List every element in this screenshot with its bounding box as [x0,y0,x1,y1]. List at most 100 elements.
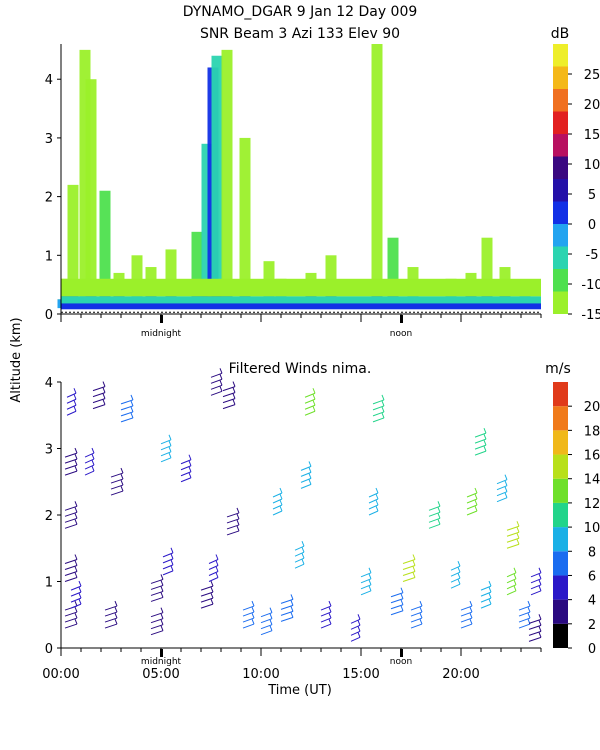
wind-barb [200,603,214,609]
wind-barb [272,510,283,516]
wind-barb [280,598,294,604]
wind-barb [466,504,478,510]
wind-barb-flag [219,380,223,386]
colorbar-swatch [553,44,568,67]
wind-barb [150,624,164,630]
wind-barb-flag [474,487,478,494]
wind-barb [294,557,305,563]
snr-echo-column [221,49,233,306]
wind-barb-flag [469,600,473,607]
snr-y-tick-label: 2 [45,191,53,206]
wind-barb-flag [102,393,106,399]
snr-y-tick-label: 0 [45,308,53,323]
wind-barb [528,624,542,630]
wind-barb [260,618,273,624]
wind-barb [70,597,82,603]
wind-barb-flag [488,580,492,587]
snr-echo-column [481,237,493,306]
wind-barb [150,618,164,624]
wind-barb-flag [170,547,174,554]
wind-barb-flag [114,600,118,607]
wind-barb-flag [419,612,423,619]
colorbar-tick-label: 15 [584,128,600,143]
wind-barb [70,591,82,597]
wind-x-tick-label: 10:00 [242,667,279,682]
wind-barb [226,530,240,536]
wind-barb-flag [251,612,255,619]
wind-barb [428,511,441,517]
wind-barb [368,510,379,516]
wind-barb-flag [457,566,461,573]
wind-barb [474,444,487,450]
wind-barb-flag [102,399,106,405]
wind-barb-flag [232,393,236,399]
snr-panel-title: SNR Beam 3 Azi 133 Elev 90 [200,26,400,42]
wind-barb-flag [400,587,404,593]
wind-barb [496,485,508,491]
wind-barb [160,451,172,457]
wind-barb-flag [160,625,164,631]
wind-marker-tick [400,649,403,657]
colorbar-swatch [553,527,568,552]
colorbar-tick-label: 0 [588,218,596,233]
wind-barb-flag [375,487,379,494]
wind-barb [496,491,508,497]
wind-barb [506,525,520,531]
wind-barb [180,465,192,471]
wind-barb [64,617,78,623]
wind-barb-flag [74,519,78,525]
wind-barb [410,623,423,629]
wind-barb [390,604,404,610]
wind-barb-flag [102,381,106,387]
wind-barb-flag [290,594,294,600]
wind-barb [428,517,441,523]
wind-barb [222,386,236,392]
wind-barb [64,464,78,470]
wind-barb [84,452,95,458]
wind-barb-flag [357,632,361,638]
wind-barb [506,543,520,549]
wind-barb-flag [279,487,283,494]
wind-barb [428,505,441,511]
wind-barb [506,537,520,543]
wind-barb-flag [168,452,172,458]
wind-barb-flag [513,585,517,591]
wind-barb-flag [474,499,478,506]
snr-echo-column [99,190,111,306]
wind-barb-flag [488,586,492,593]
y-axis-label: Altitude (km) [9,317,24,402]
wind-barb-flag [74,612,78,619]
snr-colorbar: -15 -10 -5 0 5 10 15 20 25 [553,44,600,323]
wind-barb-flag [513,567,517,573]
wind-barb [222,404,236,410]
wind-barb-flag [412,560,416,566]
wind-barb [226,518,240,524]
wind-barb-flag [74,554,78,560]
wind-barb [350,624,361,630]
wind-barb-flag [308,461,312,467]
wind-barb [104,611,118,617]
snr-y-tick-label: 4 [45,73,53,88]
wind-barb [110,490,124,496]
wind-barb-flag [279,493,283,500]
wind-barb-flag [215,554,219,560]
wind-barb-flag [381,412,385,419]
wind-barb [506,531,520,537]
wind-barb-flag [74,459,78,466]
wind-barb-flag [114,606,118,613]
wind-barb [410,617,423,623]
wind-barb [162,552,174,558]
wind-barb [64,470,78,476]
wind-barb [84,470,95,476]
wind-barb-flag [375,499,379,506]
wind-barb-flag [160,613,164,619]
wind-barb [320,605,332,611]
colorbar-swatch [553,269,568,292]
wind-barb-flag [513,573,517,579]
wind-barb [162,558,174,564]
wind-barb [92,392,106,398]
x-axis-label: Time (UT) [267,683,332,698]
wind-barb [402,571,416,576]
wind-barb-flag [368,573,372,579]
wind-barb [474,438,487,444]
